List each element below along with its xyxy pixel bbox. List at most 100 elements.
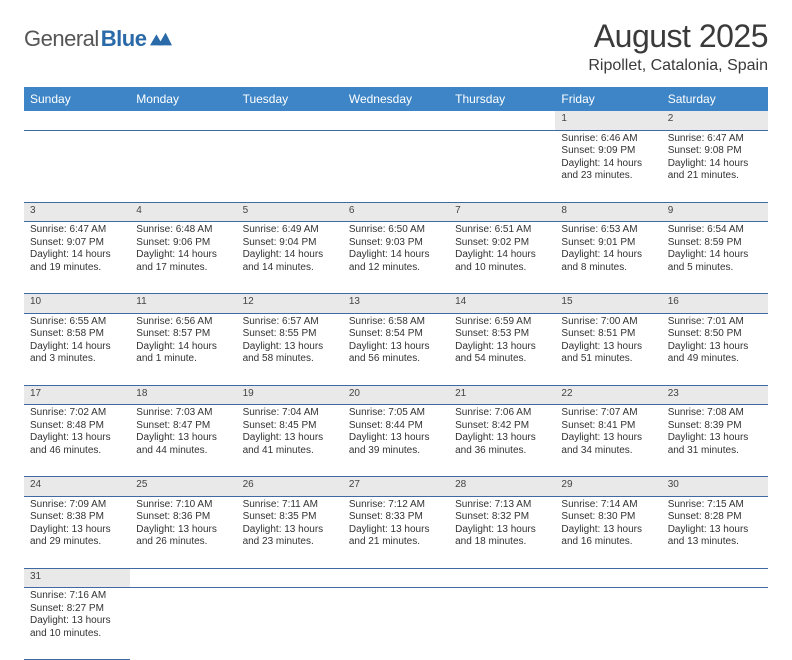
sunrise-line: Sunrise: 6:46 AM (561, 133, 655, 146)
sunset-line: Sunset: 9:09 PM (561, 145, 655, 158)
empty-cell (343, 588, 449, 660)
calendar-page: General Blue August 2025 Ripollet, Catal… (0, 0, 792, 612)
weekday-header: Tuesday (237, 87, 343, 111)
daylight-line-2: and 21 minutes. (668, 170, 762, 183)
daylight-line-2: and 23 minutes. (243, 536, 337, 549)
day-number-cell: 26 (237, 477, 343, 497)
day-number-row: 3456789 (24, 202, 768, 222)
day-number-cell: 29 (555, 477, 661, 497)
sunrise-line: Sunrise: 6:56 AM (136, 316, 230, 329)
sunrise-line: Sunrise: 6:48 AM (136, 224, 230, 237)
day-cell: Sunrise: 7:11 AMSunset: 8:35 PMDaylight:… (237, 496, 343, 568)
day-number-cell: 18 (130, 385, 236, 405)
day-number-cell: 30 (662, 477, 768, 497)
sunrise-line: Sunrise: 7:00 AM (561, 316, 655, 329)
sunrise-line: Sunrise: 6:59 AM (455, 316, 549, 329)
daylight-line-2: and 26 minutes. (136, 536, 230, 549)
day-cell: Sunrise: 6:47 AMSunset: 9:07 PMDaylight:… (24, 222, 130, 294)
sunrise-line: Sunrise: 6:55 AM (30, 316, 124, 329)
daylight-line-1: Daylight: 13 hours (30, 432, 124, 445)
day-cell: Sunrise: 7:13 AMSunset: 8:32 PMDaylight:… (449, 496, 555, 568)
day-number-cell: 21 (449, 385, 555, 405)
sunrise-line: Sunrise: 6:53 AM (561, 224, 655, 237)
sunset-line: Sunset: 8:50 PM (668, 328, 762, 341)
sunset-line: Sunset: 9:04 PM (243, 237, 337, 250)
daylight-line-2: and 1 minute. (136, 353, 230, 366)
daylight-line-2: and 17 minutes. (136, 262, 230, 275)
day-number-row: 24252627282930 (24, 477, 768, 497)
daylight-line-1: Daylight: 13 hours (243, 341, 337, 354)
empty-cell (237, 568, 343, 588)
logo-text-general: General (24, 26, 99, 52)
day-cell: Sunrise: 6:58 AMSunset: 8:54 PMDaylight:… (343, 313, 449, 385)
day-number-row: 12 (24, 111, 768, 130)
sunset-line: Sunset: 8:30 PM (561, 511, 655, 524)
calendar-table: SundayMondayTuesdayWednesdayThursdayFrid… (24, 87, 768, 660)
empty-cell (449, 111, 555, 130)
daylight-line-1: Daylight: 13 hours (349, 341, 443, 354)
day-number-cell: 6 (343, 202, 449, 222)
daylight-line-2: and 3 minutes. (30, 353, 124, 366)
sunrise-line: Sunrise: 7:02 AM (30, 407, 124, 420)
sunset-line: Sunset: 9:06 PM (136, 237, 230, 250)
empty-cell (343, 130, 449, 202)
day-cell: Sunrise: 7:15 AMSunset: 8:28 PMDaylight:… (662, 496, 768, 568)
daylight-line-2: and 54 minutes. (455, 353, 549, 366)
daylight-line-2: and 21 minutes. (349, 536, 443, 549)
title-block: August 2025 Ripollet, Catalonia, Spain (588, 18, 768, 75)
sunrise-line: Sunrise: 7:08 AM (668, 407, 762, 420)
sunset-line: Sunset: 8:58 PM (30, 328, 124, 341)
weekday-header: Friday (555, 87, 661, 111)
weekday-header: Monday (130, 87, 236, 111)
sunrise-line: Sunrise: 6:58 AM (349, 316, 443, 329)
empty-cell (130, 588, 236, 660)
daylight-line-1: Daylight: 14 hours (455, 249, 549, 262)
week-row: Sunrise: 7:02 AMSunset: 8:48 PMDaylight:… (24, 405, 768, 477)
sunset-line: Sunset: 9:02 PM (455, 237, 549, 250)
day-cell: Sunrise: 7:10 AMSunset: 8:36 PMDaylight:… (130, 496, 236, 568)
day-cell: Sunrise: 6:56 AMSunset: 8:57 PMDaylight:… (130, 313, 236, 385)
day-cell: Sunrise: 6:50 AMSunset: 9:03 PMDaylight:… (343, 222, 449, 294)
sunset-line: Sunset: 8:53 PM (455, 328, 549, 341)
weekday-header: Sunday (24, 87, 130, 111)
day-cell: Sunrise: 7:02 AMSunset: 8:48 PMDaylight:… (24, 405, 130, 477)
daylight-line-2: and 12 minutes. (349, 262, 443, 275)
day-cell: Sunrise: 7:07 AMSunset: 8:41 PMDaylight:… (555, 405, 661, 477)
daylight-line-1: Daylight: 13 hours (136, 432, 230, 445)
day-number-row: 31 (24, 568, 768, 588)
sunset-line: Sunset: 8:42 PM (455, 420, 549, 433)
daylight-line-1: Daylight: 13 hours (561, 341, 655, 354)
day-number-cell: 11 (130, 294, 236, 314)
logo-flag-icon (150, 32, 172, 46)
daylight-line-2: and 41 minutes. (243, 445, 337, 458)
sunset-line: Sunset: 8:59 PM (668, 237, 762, 250)
day-number-cell: 14 (449, 294, 555, 314)
daylight-line-1: Daylight: 13 hours (668, 524, 762, 537)
day-number-cell: 7 (449, 202, 555, 222)
daylight-line-2: and 58 minutes. (243, 353, 337, 366)
daylight-line-2: and 56 minutes. (349, 353, 443, 366)
location-subtitle: Ripollet, Catalonia, Spain (588, 57, 768, 75)
day-cell: Sunrise: 6:48 AMSunset: 9:06 PMDaylight:… (130, 222, 236, 294)
day-number-cell: 25 (130, 477, 236, 497)
day-number-cell: 1 (555, 111, 661, 130)
day-number-cell: 12 (237, 294, 343, 314)
sunset-line: Sunset: 9:03 PM (349, 237, 443, 250)
sunrise-line: Sunrise: 7:14 AM (561, 499, 655, 512)
sunrise-line: Sunrise: 7:05 AM (349, 407, 443, 420)
empty-cell (662, 568, 768, 588)
sunset-line: Sunset: 8:38 PM (30, 511, 124, 524)
day-cell: Sunrise: 6:51 AMSunset: 9:02 PMDaylight:… (449, 222, 555, 294)
daylight-line-1: Daylight: 14 hours (243, 249, 337, 262)
week-row: Sunrise: 7:16 AMSunset: 8:27 PMDaylight:… (24, 588, 768, 660)
daylight-line-1: Daylight: 14 hours (349, 249, 443, 262)
daylight-line-2: and 36 minutes. (455, 445, 549, 458)
day-number-cell: 31 (24, 568, 130, 588)
daylight-line-1: Daylight: 14 hours (136, 341, 230, 354)
sunset-line: Sunset: 9:08 PM (668, 145, 762, 158)
day-number-cell: 22 (555, 385, 661, 405)
empty-cell (662, 588, 768, 660)
day-number-row: 17181920212223 (24, 385, 768, 405)
empty-cell (130, 130, 236, 202)
daylight-line-1: Daylight: 13 hours (668, 432, 762, 445)
